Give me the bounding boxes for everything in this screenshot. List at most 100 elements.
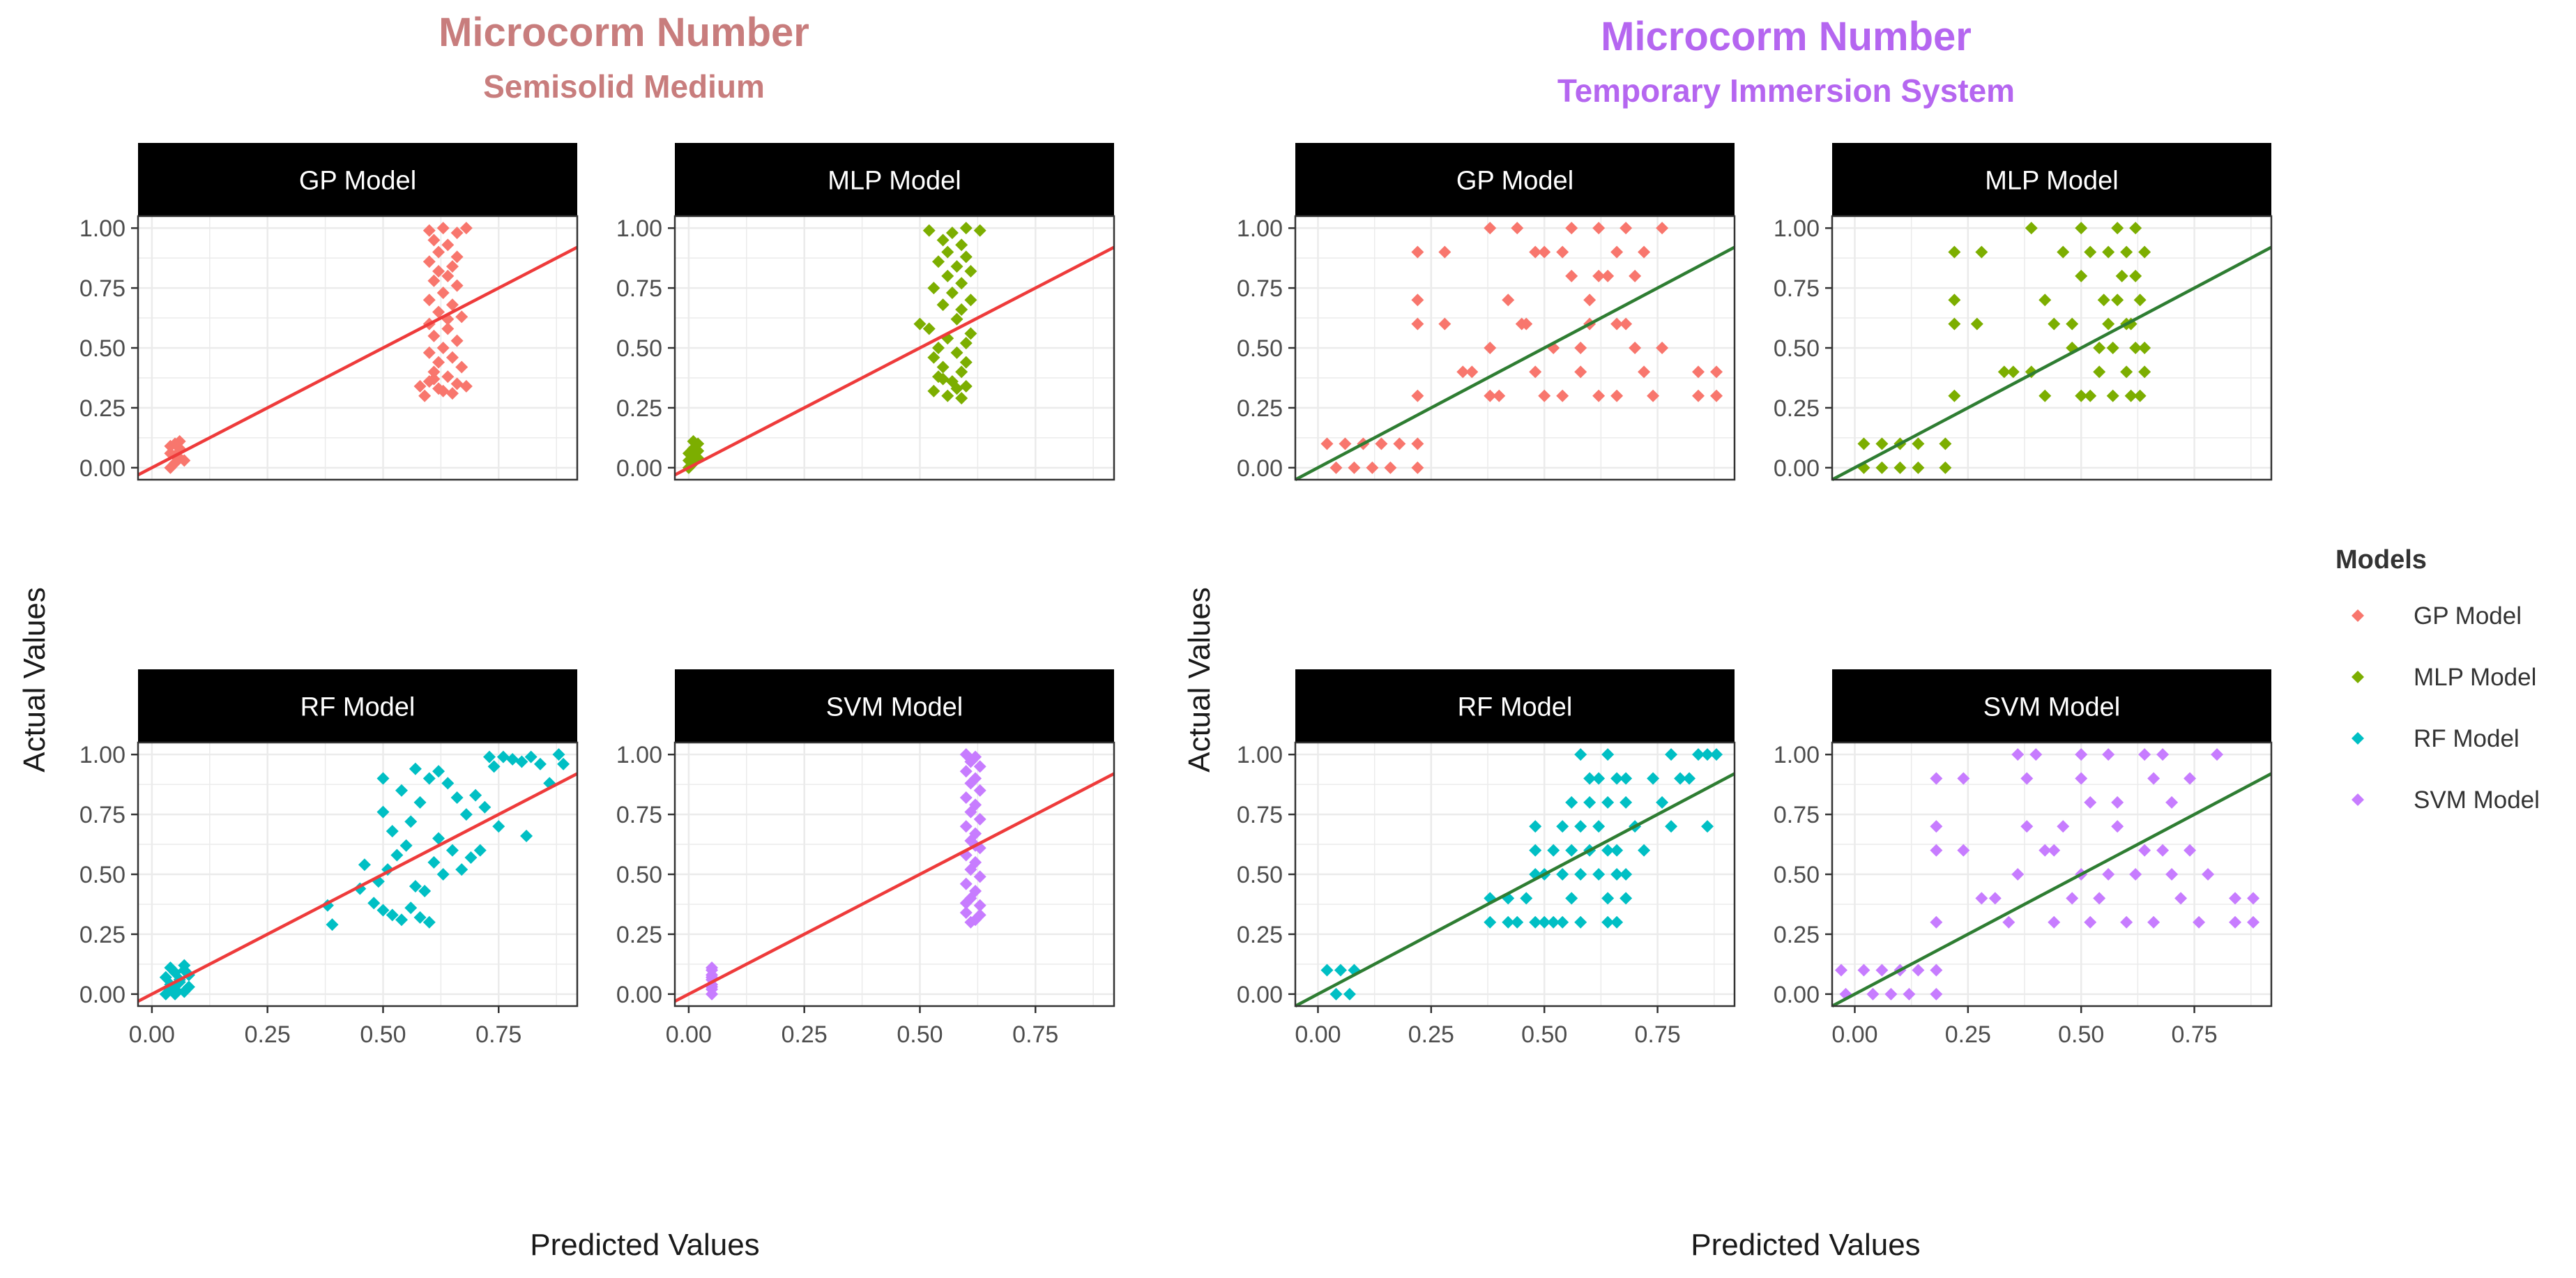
data-point (1601, 269, 1615, 282)
data-point (1565, 892, 1578, 905)
data-point (1875, 461, 1889, 474)
legend-label: MLP Model (2414, 664, 2536, 691)
data-point (1484, 915, 1497, 929)
reference-line (1294, 772, 1736, 1007)
data-point (973, 760, 986, 773)
data-point (524, 750, 538, 763)
data-point (2247, 892, 2260, 905)
data-point (436, 868, 450, 881)
data-point (973, 908, 986, 922)
data-point (1529, 365, 1542, 379)
data-point (496, 750, 510, 763)
data-point (1638, 365, 1651, 379)
data-point (459, 222, 473, 235)
data-point (1948, 245, 1961, 259)
data-point (1665, 820, 1678, 833)
data-point (1574, 915, 1587, 929)
data-point (1592, 868, 1606, 881)
data-point (2011, 868, 2025, 881)
data-point (1565, 222, 1578, 235)
data-point (478, 800, 491, 814)
legend-key (2352, 793, 2364, 806)
data-point (959, 356, 973, 369)
data-point (2120, 915, 2133, 929)
data-point (950, 260, 963, 273)
data-point (1948, 389, 1961, 402)
facet-strip (1295, 143, 1735, 216)
data-point (432, 765, 445, 778)
facet-panel-mlp-model: MLP Model 0.00 0.25 0.50 0.75 1.00 (616, 143, 1115, 482)
data-point (1556, 868, 1569, 881)
data-point (2093, 892, 2106, 905)
data-point (427, 372, 441, 386)
data-point (936, 298, 950, 312)
data-point (1692, 365, 1705, 379)
gridlines (138, 216, 577, 480)
data-point (1939, 437, 1952, 450)
data-point (959, 222, 973, 235)
y-tick-label: 0.75 (1774, 802, 1820, 828)
data-point (1502, 915, 1515, 929)
y-tick-label: 0.50 (616, 335, 662, 362)
data-point (1438, 317, 1451, 330)
data-point (1610, 868, 1624, 881)
data-point (436, 342, 450, 354)
gridlines (675, 743, 1114, 1006)
data-point (936, 234, 950, 247)
y-tick-label: 1.00 (616, 215, 662, 242)
data-point (450, 279, 464, 292)
data-point (413, 796, 427, 809)
y-tick-label: 0.75 (616, 802, 662, 828)
data-point (2075, 772, 2088, 785)
data-point (1511, 915, 1524, 929)
data-point (2102, 317, 2115, 330)
data-point (973, 812, 986, 826)
data-point (1529, 820, 1542, 833)
data-point (450, 334, 464, 347)
data-point (413, 911, 427, 924)
data-point (1930, 987, 1943, 1001)
y-axis-label: Actual Values (1182, 587, 1217, 773)
reference-line (1831, 772, 2273, 1007)
data-point (964, 863, 977, 876)
chart-semisolid-medium: Microcorm Number Semisolid Medium Actual… (17, 10, 1115, 1262)
y-tick-label: 0.00 (1774, 455, 1820, 482)
data-point (1320, 964, 1334, 977)
x-tick-label: 0.50 (897, 1021, 943, 1048)
data-point (1375, 437, 1388, 450)
data-point (964, 777, 977, 790)
data-point (1547, 915, 1560, 929)
data-point (376, 904, 390, 917)
y-tick-label: 0.75 (79, 275, 125, 302)
facet-strip-label: RF Model (1458, 693, 1573, 722)
data-point (2006, 365, 2020, 379)
data-point (450, 791, 464, 805)
data-point (687, 449, 700, 462)
chart-title: Microcorm Number (1601, 14, 1972, 59)
data-point (1619, 796, 1633, 809)
data-point (955, 365, 968, 379)
y-tick-label: 0.25 (616, 922, 662, 948)
legend-key (2352, 609, 2364, 622)
facet-strip-label: SVM Model (826, 693, 963, 722)
x-tick-label: 0.50 (2058, 1021, 2104, 1048)
data-point (1912, 461, 1925, 474)
data-point (441, 238, 455, 252)
data-point (1875, 964, 1889, 977)
data-point (427, 365, 441, 379)
data-point (2057, 820, 2070, 833)
data-point (2102, 748, 2115, 761)
data-point (552, 748, 565, 761)
data-point (441, 370, 455, 383)
data-point (1656, 342, 1669, 354)
data-point (959, 765, 973, 778)
data-point (959, 337, 973, 350)
data-point (376, 772, 390, 785)
y-tick-label: 1.00 (1774, 215, 1820, 242)
x-axis-label: Predicted Values (1691, 1228, 1920, 1262)
data-point (1930, 915, 1943, 929)
data-point (959, 877, 973, 890)
data-point (358, 858, 371, 872)
data-point (2138, 245, 2151, 259)
